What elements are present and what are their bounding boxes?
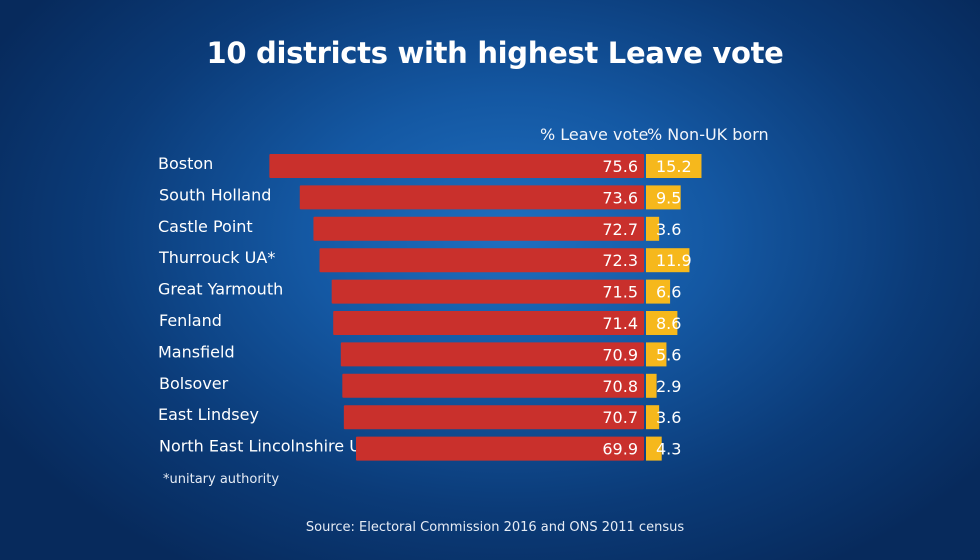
non-uk-born-bar xyxy=(646,373,657,398)
category-label: North East Lincolnshire US xyxy=(159,437,371,456)
leave-vote-bar xyxy=(269,154,644,178)
leave-vote-bar xyxy=(343,405,644,430)
non-uk-born-bar xyxy=(646,436,662,461)
category-label: Thurrouck UA* xyxy=(158,248,275,267)
category-label: Mansfield xyxy=(158,342,235,361)
non-uk-born-value-label: 6.6 xyxy=(656,283,681,302)
leave-vote-value-label: 69.9 xyxy=(602,440,638,459)
leave-vote-value-label: 72.7 xyxy=(602,220,638,239)
non-uk-born-value-label: 15.2 xyxy=(656,157,692,176)
leave-vote-bar xyxy=(356,436,644,461)
leave-vote-value-label: 73.6 xyxy=(602,188,638,207)
leave-vote-value-label: 71.4 xyxy=(602,314,638,333)
non-uk-born-value-label: 4.3 xyxy=(656,440,681,459)
non-uk-born-value-label: 8.6 xyxy=(656,314,681,333)
leave-vote-bar xyxy=(319,248,644,273)
leave-vote-bar xyxy=(342,373,644,398)
non-uk-born-value-label: 5.6 xyxy=(656,345,681,364)
leave-vote-value-label: 72.3 xyxy=(602,251,638,270)
source-note: Source: Electoral Commission 2016 and ON… xyxy=(305,520,685,535)
non-uk-born-value-label: 11.9 xyxy=(656,251,692,270)
non-uk-born-bar xyxy=(646,185,681,210)
leave-vote-value-label: 71.5 xyxy=(602,283,638,302)
leave-vote-bar xyxy=(333,311,644,335)
category-label: Fenland xyxy=(159,311,222,330)
non-uk-born-bar xyxy=(646,279,671,304)
leave-vote-value-label: 75.6 xyxy=(602,157,638,176)
category-label: Boston xyxy=(158,154,213,173)
non-uk-born-bar xyxy=(646,216,660,241)
non-uk-born-column-header: % Non-UK born xyxy=(647,125,769,144)
non-uk-born-value-label: 9.5 xyxy=(656,188,681,207)
leave-vote-value-label: 70.7 xyxy=(602,408,638,427)
leave-vote-column-header: % Leave vote xyxy=(540,125,649,144)
chart-title: 10 districts with highest Leave vote xyxy=(206,36,784,70)
category-label: Bolsover xyxy=(159,374,229,393)
leave-vote-bar xyxy=(313,216,644,241)
leave-vote-bar xyxy=(331,279,644,304)
non-uk-born-value-label: 3.6 xyxy=(656,220,681,239)
category-label: South Holland xyxy=(159,185,271,204)
non-uk-born-bar xyxy=(646,405,660,430)
non-uk-born-value-label: 2.9 xyxy=(656,377,681,396)
non-uk-born-bar xyxy=(646,342,667,367)
leave-vote-value-label: 70.9 xyxy=(602,345,638,364)
non-uk-born-value-label: 3.6 xyxy=(656,408,681,427)
non-uk-born-bar xyxy=(646,154,702,178)
category-label: Great Yarmouth xyxy=(158,280,283,299)
non-uk-born-bar xyxy=(646,311,678,335)
leave-vote-bar xyxy=(299,185,644,210)
leave-vote-value-label: 70.8 xyxy=(602,377,638,396)
footnote: *unitary authority xyxy=(163,472,280,487)
category-label: East Lindsey xyxy=(158,405,259,424)
non-uk-born-bar xyxy=(646,248,690,273)
leave-vote-bar xyxy=(340,342,644,367)
category-label: Castle Point xyxy=(158,217,253,236)
